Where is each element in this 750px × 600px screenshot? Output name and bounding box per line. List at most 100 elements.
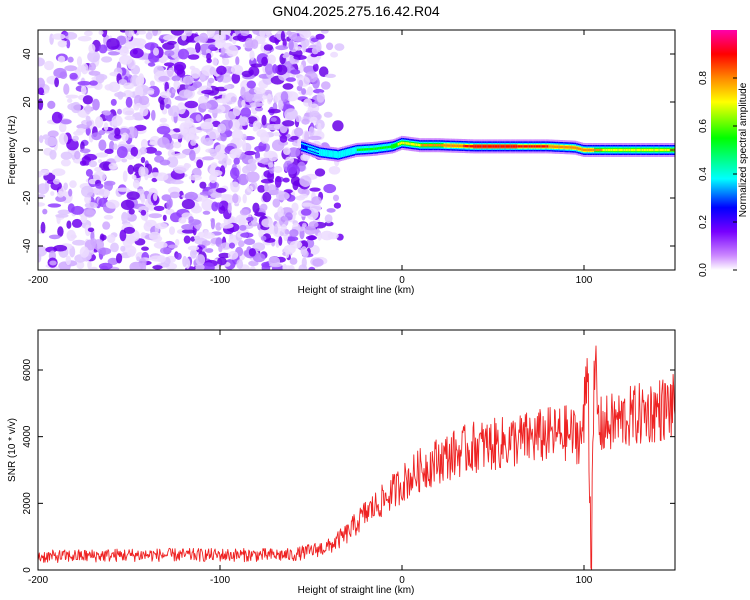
- noise-blob: [330, 51, 339, 58]
- ridge-cell: [540, 145, 542, 148]
- ridge-cell: [394, 144, 397, 147]
- noise-blob: [90, 266, 98, 270]
- noise-blob: [284, 229, 290, 235]
- ridge-cell: [312, 149, 315, 152]
- snr-xtick-label: -200: [28, 575, 48, 586]
- noise-blob: [178, 89, 193, 99]
- noise-blob: [105, 199, 120, 209]
- noise-blob: [42, 208, 48, 215]
- ridge-cell: [369, 147, 372, 151]
- ridge-cell: [659, 148, 662, 152]
- noise-blob: [230, 181, 240, 193]
- snr-xtick-label: 0: [399, 575, 405, 586]
- noise-blob: [60, 159, 71, 167]
- noise-blob: [220, 242, 232, 250]
- noise-blob: [126, 191, 140, 201]
- noise-blob: [49, 149, 57, 160]
- noise-blob: [225, 111, 237, 121]
- snr-line: [38, 345, 675, 570]
- noise-blob: [308, 221, 319, 228]
- colorbar-tick-label: 0.0: [698, 263, 709, 277]
- noise-blob: [232, 193, 239, 204]
- noise-blob: [249, 69, 254, 76]
- ridge-cell: [648, 148, 651, 152]
- noise-blob: [245, 37, 253, 49]
- noise-blob: [231, 72, 241, 84]
- noise-blob: [266, 54, 276, 65]
- ridge-cell: [405, 142, 408, 145]
- ridge-cell: [407, 142, 410, 145]
- ridge-cell: [306, 146, 308, 150]
- noise-blob: [249, 266, 256, 270]
- ridge-cell: [386, 146, 389, 149]
- noise-blob: [270, 117, 277, 122]
- noise-blob: [81, 185, 94, 198]
- noise-blob: [239, 224, 247, 231]
- noise-blob: [252, 253, 266, 263]
- noise-blob: [170, 133, 184, 140]
- ridge-cell: [632, 148, 634, 152]
- noise-blob: [279, 134, 288, 143]
- ridge-cell: [422, 144, 425, 147]
- noise-blob: [127, 164, 135, 175]
- noise-blob: [98, 262, 113, 270]
- ridge-cell: [563, 145, 565, 149]
- ridge-cell: [589, 148, 592, 152]
- ridge-cell: [484, 145, 487, 148]
- noise-blob: [272, 64, 278, 74]
- noise-blob: [309, 116, 318, 124]
- noise-blob: [262, 192, 272, 203]
- noise-blob: [47, 130, 59, 138]
- ridge-cell: [525, 145, 528, 148]
- noise-blob: [219, 222, 234, 229]
- ridge-cell: [610, 148, 613, 152]
- noise-blob: [172, 128, 181, 133]
- ridge-cell: [469, 145, 472, 148]
- snr-series: [38, 345, 675, 570]
- noise-blob: [149, 231, 161, 241]
- noise-blob: [67, 203, 75, 213]
- spectrogram-ytick-label: -40: [22, 238, 33, 253]
- noise-blob: [55, 213, 69, 218]
- noise-blob: [282, 263, 287, 270]
- noise-blob: [173, 153, 187, 159]
- ridge-cell: [468, 145, 470, 148]
- ridge-cell: [389, 145, 392, 148]
- ridge-cell: [410, 142, 413, 146]
- ridge-cell: [476, 145, 479, 148]
- noise-blob: [290, 69, 301, 75]
- ridge-cell: [453, 144, 456, 147]
- ridge-cell: [425, 144, 428, 147]
- noise-blob: [260, 132, 270, 144]
- ridge-cell: [340, 152, 343, 156]
- noise-blob: [263, 183, 269, 192]
- ridge-cell: [623, 148, 626, 152]
- noise-blob: [278, 236, 283, 246]
- ridge-cell: [510, 145, 513, 148]
- noise-blob: [198, 32, 209, 44]
- noise-blob: [38, 171, 43, 178]
- ridge-cell: [573, 146, 575, 149]
- noise-blob: [268, 189, 279, 196]
- noise-blob: [239, 116, 249, 126]
- noise-blob: [88, 43, 96, 54]
- ridge-cell: [302, 145, 305, 149]
- noise-blob: [95, 116, 104, 128]
- noise-blob: [244, 136, 255, 141]
- noise-blob: [154, 222, 168, 230]
- noise-blob: [299, 175, 312, 187]
- ridge-cell: [409, 142, 411, 146]
- noise-blob: [184, 30, 193, 37]
- noise-blob: [51, 33, 66, 40]
- noise-blob: [132, 38, 147, 46]
- noise-blob: [317, 122, 322, 135]
- spectrogram-ytick-label: 0: [22, 147, 33, 153]
- noise-blob: [44, 136, 58, 147]
- noise-blob: [219, 31, 225, 41]
- noise-blob: [301, 202, 313, 207]
- noise-blob: [252, 242, 266, 252]
- noise-blob: [284, 108, 298, 120]
- ridge-cell: [348, 150, 351, 154]
- noise-blob: [267, 162, 274, 168]
- noise-blob: [280, 91, 289, 103]
